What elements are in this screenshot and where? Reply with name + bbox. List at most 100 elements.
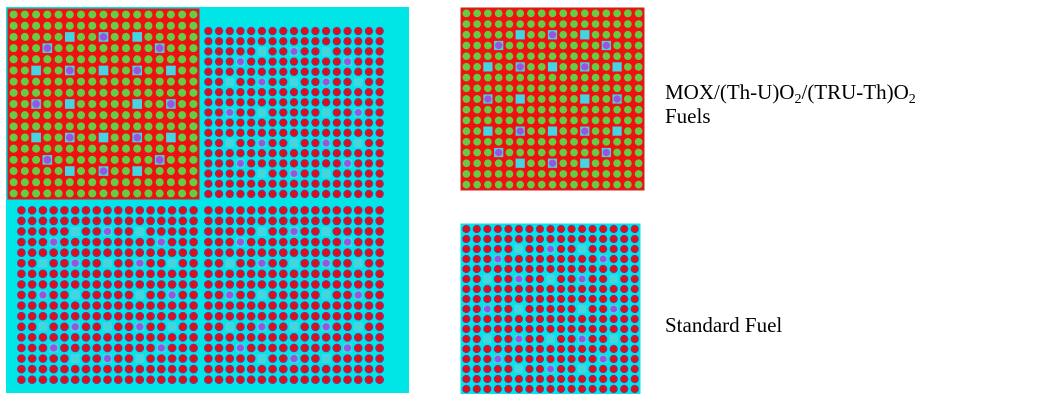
core-quadrant-2-fuel-pin xyxy=(178,290,188,300)
standard-sample-fuel-pin xyxy=(504,334,513,344)
core-quadrant-2-fuel-pin xyxy=(178,237,188,247)
core-quadrant-1-fuel-pin xyxy=(257,26,267,36)
core-quadrant-0-fuel-pin xyxy=(155,167,164,176)
core-quadrant-3-fuel-pin xyxy=(343,258,352,268)
mox-sample-guide-tube xyxy=(515,30,525,40)
core-quadrant-2-fuel-pin xyxy=(38,280,48,289)
core-quadrant-0-fuel-pin xyxy=(121,55,130,64)
core-quadrant-2-control-rod xyxy=(71,259,79,267)
core-quadrant-3-fuel-pin xyxy=(343,364,352,374)
core-quadrant-2-fuel-pin xyxy=(60,280,69,289)
standard-sample-fuel-pin xyxy=(620,364,629,374)
core-quadrant-0-fuel-pin xyxy=(121,178,130,187)
core-quadrant-0-fuel-pin xyxy=(155,88,164,97)
core-quadrant-2-fuel-pin xyxy=(49,248,59,257)
core-quadrant-2-fuel-pin xyxy=(178,311,188,321)
core-quadrant-3-fuel-pin xyxy=(225,343,235,353)
core-quadrant-1-fuel-pin xyxy=(300,128,309,138)
mox-sample-fuel-pin xyxy=(537,170,546,178)
mox-sample-fuel-pin xyxy=(602,95,611,103)
mox-sample-fuel-pin xyxy=(570,63,578,71)
standard-sample-fuel-pin xyxy=(472,244,481,254)
mox-sample-fuel-pin xyxy=(613,159,621,168)
core-quadrant-1-fuel-pin xyxy=(332,47,341,56)
core-quadrant-3-fuel-pin xyxy=(343,248,352,257)
mox-sample-fuel-pin xyxy=(462,9,471,18)
core-quadrant-1-fuel-pin xyxy=(257,128,267,138)
core-quadrant-0-fuel-pin xyxy=(121,111,130,120)
core-quadrant-0-fuel-pin xyxy=(20,99,29,109)
core-quadrant-2-fuel-pin xyxy=(178,258,188,268)
core-quadrant-0-fuel-pin xyxy=(54,99,63,109)
core-quadrant-1-fuel-pin xyxy=(289,118,299,127)
core-quadrant-3-fuel-pin xyxy=(321,269,331,279)
core-quadrant-3-fuel-pin xyxy=(321,364,331,374)
mox-sample-fuel-pin xyxy=(527,41,535,50)
core-quadrant-3-fuel-pin xyxy=(332,333,342,342)
standard-sample-fuel-pin xyxy=(514,314,524,324)
core-quadrant-1-fuel-pin xyxy=(375,67,384,76)
core-quadrant-3-fuel-pin xyxy=(364,237,374,247)
core-quadrant-3-fuel-pin xyxy=(353,333,363,342)
mox-sample-fuel-pin xyxy=(527,105,535,114)
core-quadrant-3-fuel-pin xyxy=(300,364,310,374)
mox-sample-fuel-pin xyxy=(570,30,578,39)
mox-sample-fuel-pin xyxy=(634,137,643,146)
core-quadrant-0-fuel-pin xyxy=(9,189,18,198)
core-quadrant-3-fuel-pin xyxy=(246,258,256,268)
core-quadrant-0-fuel-pin xyxy=(155,178,164,187)
core-quadrant-3-fuel-pin xyxy=(332,322,342,332)
core-quadrant-2-fuel-pin xyxy=(156,364,166,374)
standard-sample-fuel-pin xyxy=(556,294,566,304)
core-quadrant-1-fuel-pin xyxy=(332,159,341,168)
standard-sample-fuel-pin xyxy=(525,334,534,344)
core-quadrant-1-control-rod xyxy=(290,47,298,55)
standard-sample-fuel-pin xyxy=(556,274,566,284)
core-quadrant-2-fuel-pin xyxy=(17,227,26,236)
core-quadrant-1-fuel-pin xyxy=(364,57,374,66)
mox-sample-fuel-pin xyxy=(570,148,578,157)
core-quadrant-1-fuel-pin xyxy=(321,26,331,36)
core-quadrant-1-fuel-pin xyxy=(257,159,267,168)
core-quadrant-1-fuel-pin xyxy=(279,67,288,76)
core-quadrant-2-fuel-pin xyxy=(60,205,69,215)
core-quadrant-2-fuel-pin xyxy=(178,364,188,374)
core-quadrant-1-fuel-pin xyxy=(364,108,374,117)
core-quadrant-1-fuel-pin xyxy=(289,128,299,138)
core-quadrant-1-fuel-pin xyxy=(354,149,363,158)
core-quadrant-3-fuel-pin xyxy=(364,280,374,289)
standard-sample-fuel-pin xyxy=(483,344,492,354)
mox-sample-fuel-pin xyxy=(473,137,482,146)
core-quadrant-0-fuel-pin xyxy=(88,178,97,187)
standard-sample-fuel-pin xyxy=(620,384,629,394)
core-quadrant-2-fuel-pin xyxy=(92,301,102,310)
core-quadrant-1-fuel-pin xyxy=(214,47,224,56)
core-quadrant-0-fuel-pin xyxy=(54,66,63,75)
core-quadrant-1-fuel-pin xyxy=(300,118,309,127)
standard-sample-fuel-pin xyxy=(567,304,576,314)
core-quadrant-0-fuel-pin xyxy=(189,66,198,75)
core-quadrant-0-fuel-pin xyxy=(43,66,52,75)
core-quadrant-2-fuel-pin xyxy=(60,301,69,310)
standard-sample-fuel-pin xyxy=(462,274,471,284)
core-quadrant-2-fuel-pin xyxy=(135,333,145,342)
core-quadrant-2-fuel-pin xyxy=(189,216,198,226)
core-quadrant-0-fuel-pin xyxy=(9,111,18,120)
core-quadrant-3-fuel-pin xyxy=(321,280,331,289)
mox-sample-control-rod xyxy=(516,63,524,71)
core-quadrant-1-fuel-pin xyxy=(236,67,245,76)
mox-sample-fuel-pin xyxy=(462,95,471,103)
standard-sample-fuel-pin xyxy=(504,294,513,304)
core-quadrant-0-fuel-pin xyxy=(20,10,29,19)
core-quadrant-0-fuel-pin xyxy=(178,66,187,75)
core-quadrant-3-fuel-pin xyxy=(311,248,320,257)
core-quadrant-1-fuel-pin xyxy=(279,189,288,199)
core-quadrant-0-fuel-pin xyxy=(144,99,153,109)
mox-sample-fuel-pin xyxy=(484,159,492,168)
core-quadrant-0-fuel-pin xyxy=(133,178,142,187)
core-quadrant-0-fuel-pin xyxy=(144,32,153,41)
mox-sample-fuel-pin xyxy=(494,63,503,71)
standard-sample-fuel-pin xyxy=(514,354,524,364)
standard-sample-fuel-pin xyxy=(514,284,524,294)
core-quadrant-2-fuel-pin xyxy=(135,343,145,353)
